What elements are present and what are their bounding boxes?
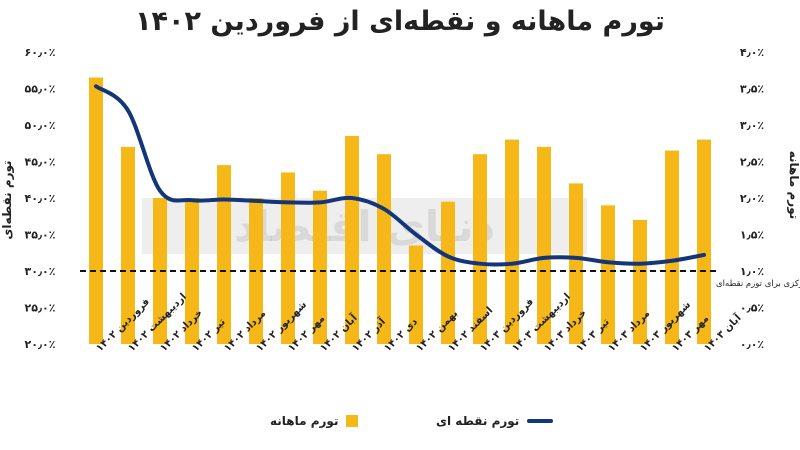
- right-tick-label: ۰٫۰٪: [740, 338, 764, 351]
- bar: [601, 205, 615, 344]
- bar: [89, 77, 103, 345]
- bar: [217, 165, 231, 344]
- bar: [537, 146, 551, 344]
- bar: [697, 139, 711, 344]
- left-tick-label: ۲۰٫۰٪: [25, 338, 56, 351]
- bar: [345, 135, 359, 344]
- left-tick-label: ۵۰٫۰٪: [25, 119, 56, 132]
- left-tick-label: ۶۰٫۰٪: [25, 46, 56, 59]
- bar: [313, 190, 327, 344]
- right-axis-title: تورم ماهانه: [786, 151, 800, 219]
- bar: [569, 183, 583, 344]
- legend-bar-label: تورم ماهانه: [270, 414, 339, 428]
- right-tick-label: ۰٫۵٪: [740, 302, 764, 315]
- bar: [665, 150, 679, 344]
- bar: [441, 201, 455, 344]
- right-tick-label: ۳٫۵٪: [740, 83, 764, 96]
- series-line: [94, 84, 706, 267]
- right-tick-label: ۳٫۰٪: [740, 119, 764, 132]
- right-tick-label: ۴٫۰٪: [740, 46, 764, 59]
- bar: [121, 146, 135, 344]
- left-tick-label: ۵۵٫۰٪: [25, 83, 56, 96]
- bar: [281, 172, 295, 344]
- legend-bar: تورم ماهانه: [270, 414, 359, 428]
- bar: [505, 139, 519, 344]
- left-axis-title: تورم نقطه‌ای: [0, 160, 15, 239]
- legend-line-swatch: [527, 419, 554, 423]
- left-tick-label: ۴۰٫۰٪: [25, 192, 56, 205]
- left-tick-label: ۴۵٫۰٪: [25, 156, 56, 169]
- right-tick-label: ۱٫۵٪: [740, 229, 764, 242]
- right-tick-label: ۱٫۰٪: [740, 265, 764, 278]
- chart-title: تورم ماهانه و نقطه‌ای از فروردین ۱۴۰۲: [135, 6, 665, 37]
- left-tick-label: ۳۰٫۰٪: [25, 265, 56, 278]
- bar: [473, 154, 487, 344]
- legend-line: تورم نقطه ای: [436, 414, 554, 428]
- legend-bar-swatch: [346, 415, 359, 427]
- bar: [377, 154, 391, 344]
- legend-line-label: تورم نقطه ای: [436, 414, 520, 428]
- right-tick-label: ۲٫۵٪: [740, 156, 764, 169]
- target-line-label: هدفگذاری بانک مرکزی برای تورم نقطه‌ای: [716, 278, 800, 289]
- bar: [633, 219, 647, 344]
- left-tick-label: ۲۵٫۰٪: [25, 302, 56, 315]
- right-tick-label: ۲٫۰٪: [740, 192, 764, 205]
- left-tick-label: ۳۵٫۰٪: [25, 229, 56, 242]
